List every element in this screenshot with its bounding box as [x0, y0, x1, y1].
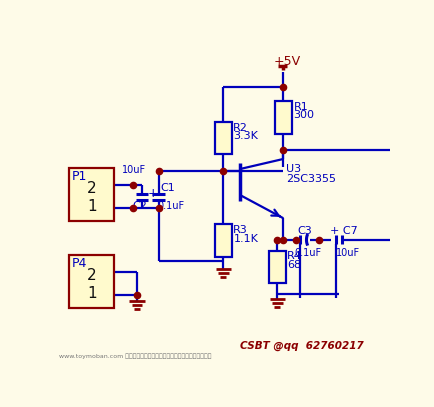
Text: R3: R3: [233, 225, 247, 235]
Text: 10uF: 10uF: [335, 247, 359, 258]
Text: CSBT @qq  62760217: CSBT @qq 62760217: [240, 340, 363, 351]
Bar: [214, 224, 231, 257]
Text: 2: 2: [87, 181, 96, 195]
Text: R4: R4: [286, 252, 301, 261]
Text: +5V: +5V: [273, 55, 300, 68]
Text: C3: C3: [296, 226, 311, 236]
Text: C1: C1: [160, 183, 174, 193]
Text: 2: 2: [87, 267, 96, 282]
Text: 10uF: 10uF: [122, 165, 145, 175]
Text: P1: P1: [72, 170, 87, 183]
Bar: [274, 101, 291, 133]
Text: 3.3K: 3.3K: [233, 131, 258, 141]
Text: P4: P4: [72, 257, 87, 270]
Text: www.toymoban.com 网络图片仅供展示，非行销，如有侵权请联系删除。: www.toymoban.com 网络图片仅供展示，非行销，如有侵权请联系删除。: [59, 354, 211, 359]
Text: 68: 68: [286, 260, 301, 270]
Text: 0.1uF: 0.1uF: [293, 247, 321, 258]
Text: U3: U3: [286, 164, 301, 174]
Bar: [268, 251, 285, 283]
Text: 0.1uF: 0.1uF: [157, 201, 184, 211]
Text: 1: 1: [87, 286, 96, 301]
Text: 1.1K: 1.1K: [233, 234, 258, 244]
Text: C2: C2: [132, 201, 147, 211]
Bar: [69, 168, 114, 221]
Text: + C7: + C7: [329, 226, 356, 236]
Text: +: +: [148, 187, 158, 200]
Bar: [69, 255, 114, 308]
Text: R1: R1: [293, 102, 307, 112]
Text: R2: R2: [233, 123, 248, 133]
Bar: [214, 122, 231, 154]
Text: 1: 1: [87, 199, 96, 214]
Text: 2SC3355: 2SC3355: [286, 173, 335, 184]
Text: 300: 300: [293, 110, 314, 120]
